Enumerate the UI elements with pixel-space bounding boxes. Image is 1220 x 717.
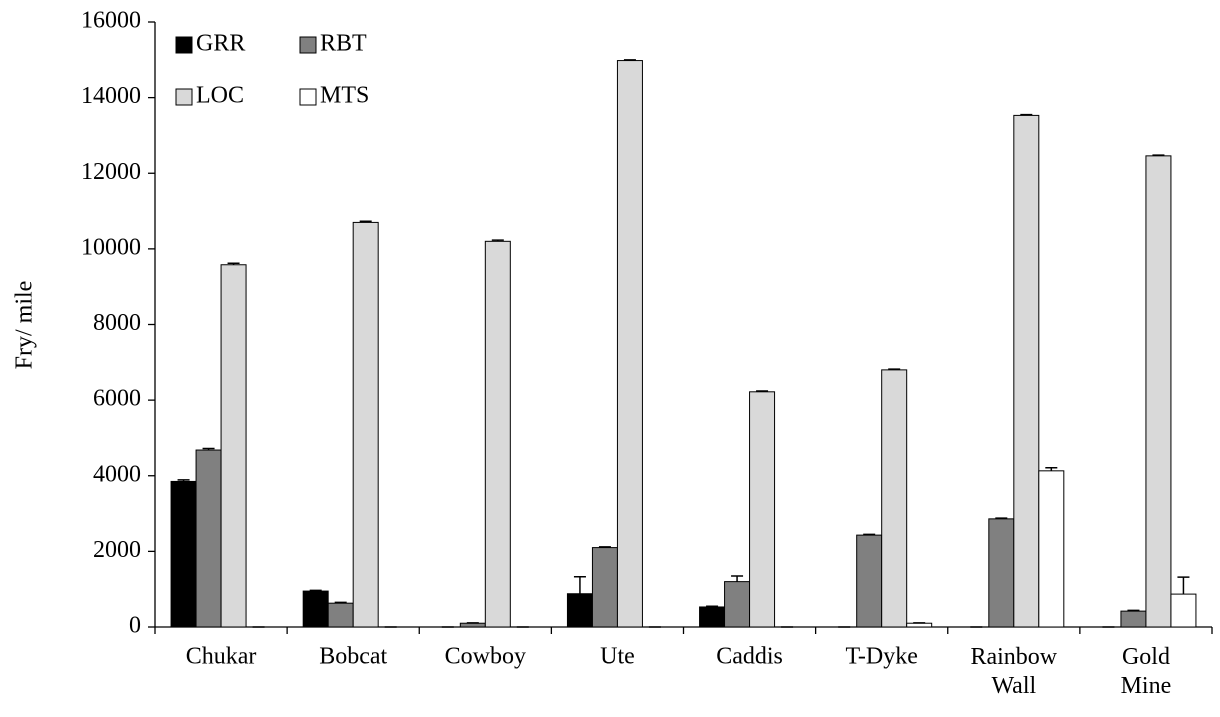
bar <box>699 606 726 628</box>
x-tick-label: Caddis <box>716 644 783 670</box>
error-bar <box>706 605 719 607</box>
error-bar <box>202 447 215 451</box>
bar <box>1170 593 1197 628</box>
bar <box>220 264 247 628</box>
legend-label: MTS <box>320 83 369 109</box>
x-tick-label-line: Mine <box>1121 673 1172 699</box>
y-tick-label: 2000 <box>93 537 141 563</box>
y-tick-label: 12000 <box>81 159 141 185</box>
error-bar <box>491 239 504 242</box>
bar <box>906 622 933 628</box>
x-tick-label-line: Wall <box>991 673 1036 699</box>
error-bar <box>1177 576 1190 595</box>
legend-label: LOC <box>196 83 244 109</box>
x-tick-label: Rainbow Wall <box>970 644 1057 699</box>
error-bar <box>623 59 636 61</box>
error-bar <box>731 575 744 582</box>
bar <box>1145 155 1172 628</box>
bar <box>1038 470 1065 628</box>
bar <box>881 369 908 628</box>
error-bar <box>227 262 240 265</box>
bar <box>302 590 329 628</box>
error-bar <box>756 390 769 392</box>
error-bar <box>359 220 372 223</box>
x-tick-label: Ute <box>600 644 635 670</box>
error-bar <box>1152 154 1165 156</box>
bar <box>749 391 776 628</box>
y-tick-label: 4000 <box>93 461 141 487</box>
error-bar <box>177 479 190 482</box>
bar <box>327 602 354 628</box>
x-tick-label-line: Rainbow <box>970 644 1057 670</box>
x-tick-label: Cowboy <box>445 644 526 670</box>
y-tick-label: 16000 <box>81 8 141 34</box>
bar <box>856 534 883 628</box>
error-bar <box>309 589 322 592</box>
legend-label: RBT <box>320 31 367 57</box>
x-tick-label: T-Dyke <box>845 644 917 670</box>
error-bar <box>573 575 586 594</box>
y-tick-label: 14000 <box>81 83 141 109</box>
error-bar <box>598 546 611 548</box>
legend-swatch <box>175 88 193 106</box>
bar <box>591 547 618 628</box>
bar <box>459 622 486 628</box>
legend-swatch <box>299 88 317 106</box>
bar <box>566 593 593 628</box>
y-tick-label: 8000 <box>93 310 141 336</box>
bar <box>724 581 751 628</box>
bar <box>484 240 511 628</box>
bar <box>195 449 222 628</box>
legend-swatch <box>299 36 317 54</box>
error-bar <box>1127 609 1140 612</box>
legend-label: GRR <box>196 31 245 57</box>
x-tick-label: Chukar <box>186 644 257 670</box>
y-tick-label: 6000 <box>93 386 141 412</box>
bar <box>1120 610 1147 628</box>
legend-swatch <box>175 36 193 54</box>
bar <box>170 480 197 628</box>
bar <box>616 60 643 628</box>
error-bar <box>888 368 901 370</box>
y-tick-label: 10000 <box>81 234 141 260</box>
error-bar <box>995 517 1008 519</box>
error-bar <box>863 533 876 536</box>
y-tick-label: 0 <box>129 613 141 639</box>
x-tick-label-line: Gold <box>1122 644 1170 670</box>
bar <box>988 518 1015 628</box>
bar <box>352 221 379 628</box>
y-axis-label: Fry/ mile <box>12 281 38 370</box>
x-tick-label: Gold Mine <box>1121 644 1172 699</box>
bar <box>1013 114 1040 628</box>
error-bar <box>1045 467 1058 471</box>
x-tick-label: Bobcat <box>319 644 387 670</box>
error-bar <box>1020 113 1033 116</box>
error-bar <box>334 601 347 604</box>
